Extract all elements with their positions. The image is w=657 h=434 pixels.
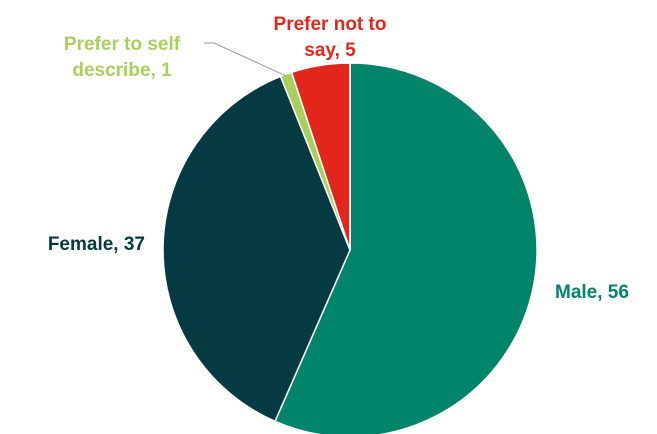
- data-label-male: Male, 56: [555, 282, 629, 303]
- data-label-line: describe, 1: [72, 60, 172, 81]
- data-label-line: Female, 37: [48, 234, 145, 255]
- data-label-prefer-not-to-say: Prefer not to say, 5: [274, 14, 387, 61]
- label-leader-line: [204, 42, 287, 77]
- data-labels: Male, 56 Female, 37 Prefer to self describe…: [48, 14, 629, 303]
- pie-slice-male: [274, 62, 538, 434]
- pie-slice-female: [162, 75, 351, 423]
- data-label-line: Male, 56: [555, 282, 629, 303]
- data-label-line: say, 5: [304, 40, 356, 61]
- data-label-line: Prefer not to: [274, 14, 387, 35]
- data-label-line: Prefer to self: [64, 34, 181, 55]
- pie-slice-prefer-not-to-say: [290, 62, 351, 251]
- pie-slices: [162, 62, 538, 434]
- data-label-prefer-to-self-describe: Prefer to self describe, 1: [64, 34, 181, 81]
- data-label-female: Female, 37: [48, 234, 145, 255]
